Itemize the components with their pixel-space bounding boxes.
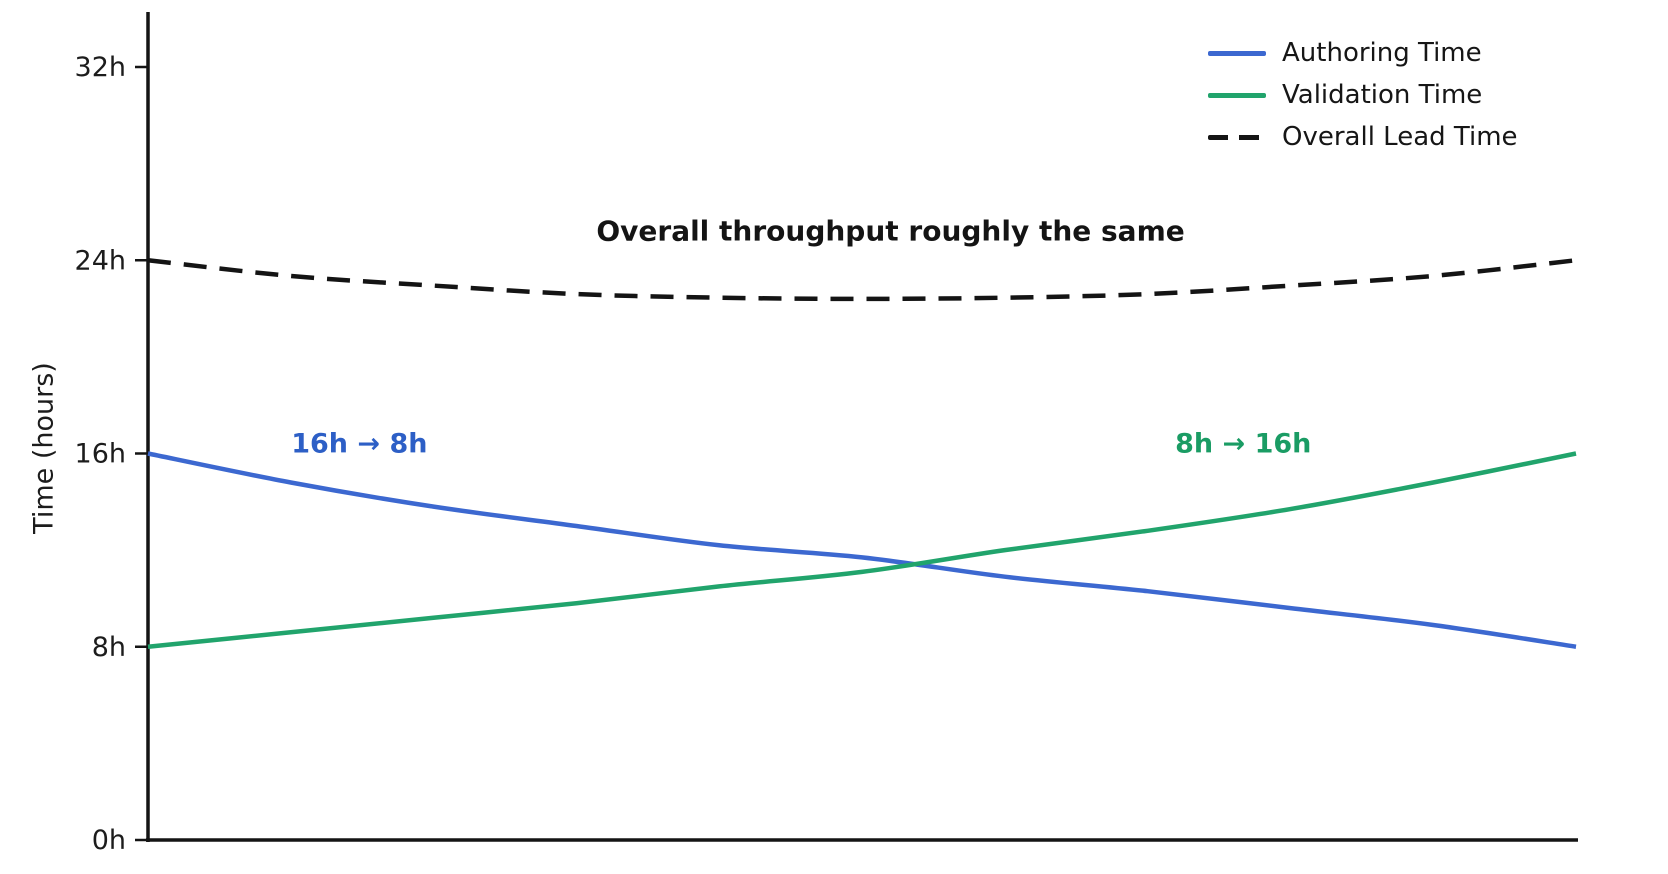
legend-label: Authoring Time [1282, 38, 1482, 68]
legend-label: Overall Lead Time [1282, 122, 1518, 152]
annotation-authoring-change: 16h → 8h [291, 428, 428, 460]
series-line-authoring-time [147, 451, 1577, 649]
y-tick-label: 8h [92, 632, 126, 663]
legend-item-overall-lead-time: Overall Lead Time [1208, 116, 1518, 158]
legend-swatch-overall-dashed-line [1208, 134, 1266, 140]
legend-item-validation-time: Validation Time [1208, 74, 1518, 116]
series-line-validation-time [147, 451, 1577, 649]
y-tick-label: 0h [92, 825, 126, 856]
legend-swatch-validation-line [1208, 92, 1266, 98]
legend-item-authoring-time: Authoring Time [1208, 32, 1518, 74]
y-tick-label: 16h [75, 439, 126, 470]
annotation-validation-change: 8h → 16h [1175, 428, 1312, 460]
y-axis-title: Time (hours) [28, 362, 60, 534]
series-line-overall-lead-time [147, 258, 1577, 302]
y-tick-label: 24h [75, 245, 126, 276]
legend-swatch-authoring-line [1208, 50, 1266, 56]
y-tick-label: 32h [75, 52, 126, 83]
legend: Authoring Time Validation Time Overall L… [1208, 32, 1518, 158]
annotation-overall-throughput: Overall throughput roughly the same [596, 214, 1185, 248]
legend-label: Validation Time [1282, 80, 1483, 110]
